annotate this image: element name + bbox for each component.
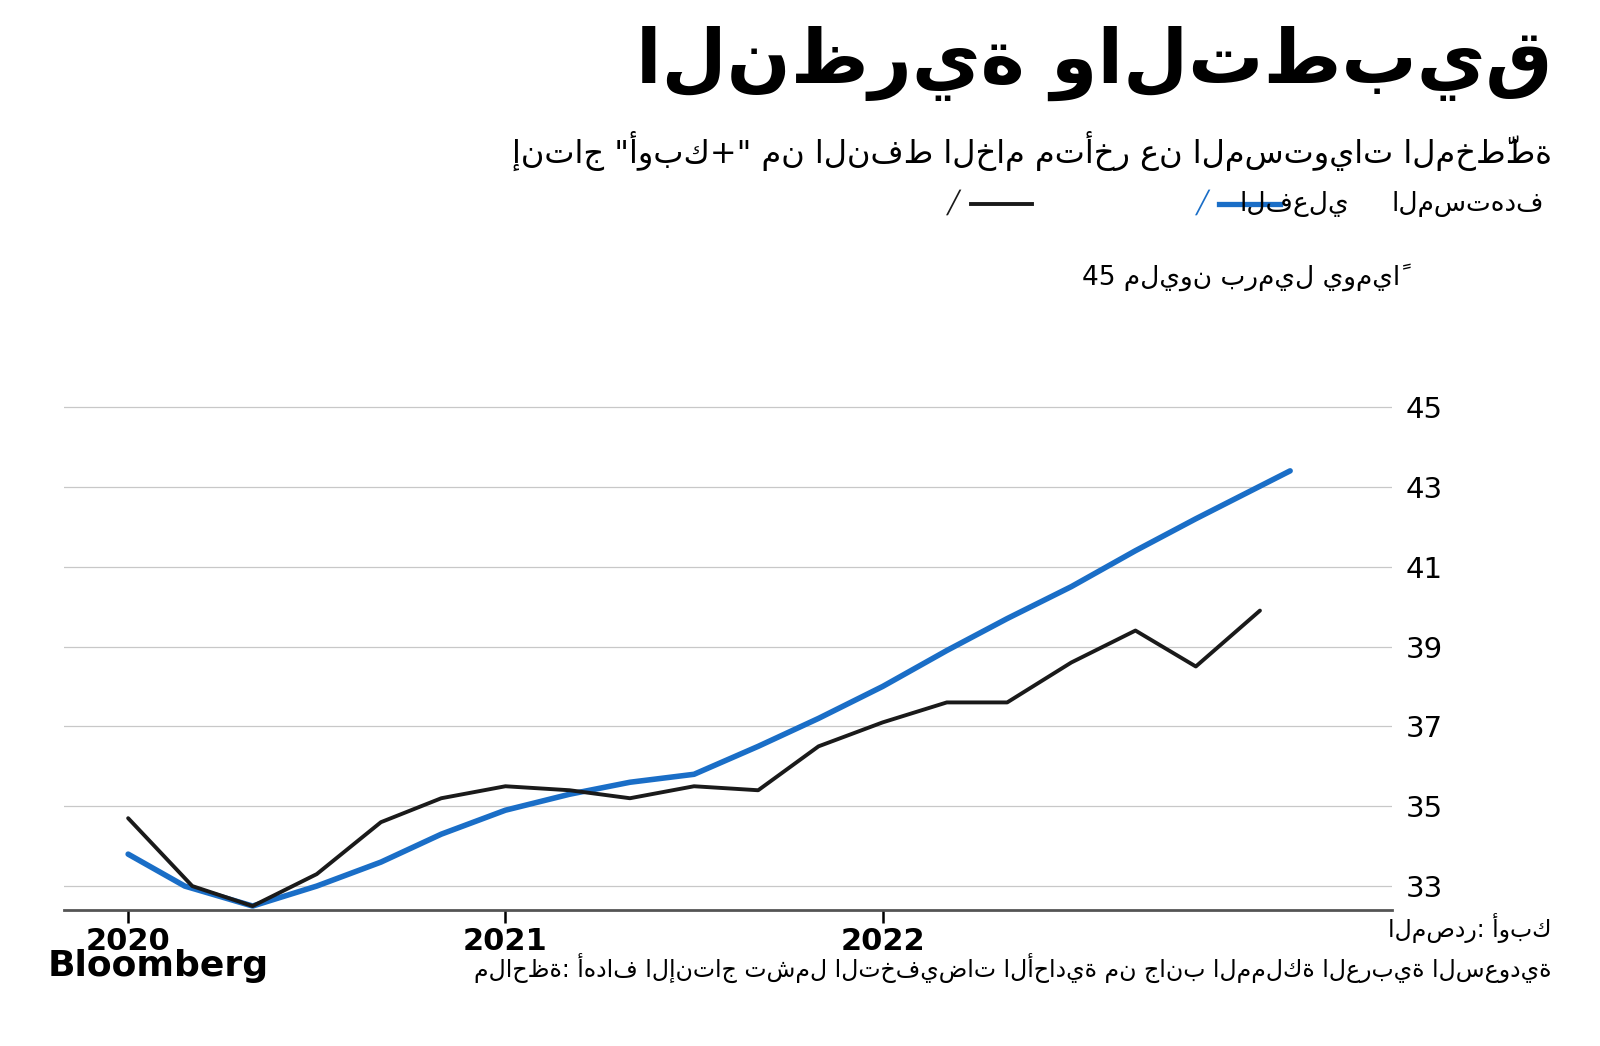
Text: المصدر: أوبك: المصدر: أوبك — [1389, 913, 1552, 943]
Text: 45 مليون برميل يومياً: 45 مليون برميل يومياً — [1082, 264, 1400, 291]
Text: ملاحظة: أهداف الإنتاج تشمل التخفيضات الأحادية من جانب المملكة العربية السعودية: ملاحظة: أهداف الإنتاج تشمل التخفيضات الأ… — [475, 953, 1552, 983]
Text: ╱: ╱ — [1197, 189, 1210, 214]
Text: إنتاج "أوبك+" من النفط الخام متأخر عن المستويات المخطَّطة: إنتاج "أوبك+" من النفط الخام متأخر عن ال… — [512, 131, 1552, 170]
Text: Bloomberg: Bloomberg — [48, 949, 269, 983]
Text: النظرية والتطبيق: النظرية والتطبيق — [635, 26, 1552, 101]
Text: المستهدف: المستهدف — [1392, 191, 1544, 217]
Text: ╱: ╱ — [947, 189, 960, 214]
Text: الفعلي: الفعلي — [1238, 191, 1349, 217]
